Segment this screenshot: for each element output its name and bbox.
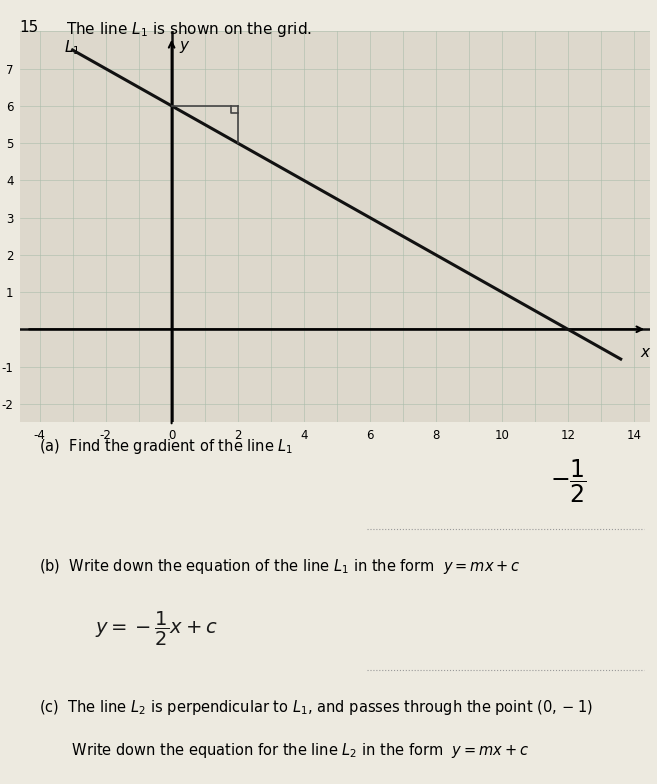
Text: $L_1$: $L_1$ — [64, 38, 81, 57]
Text: $y = -\dfrac{1}{2}x + c$: $y = -\dfrac{1}{2}x + c$ — [95, 610, 218, 648]
Text: $y$: $y$ — [179, 39, 191, 55]
Text: Write down the equation for the line $L_2$ in the form  $y = mx + c$: Write down the equation for the line $L_… — [39, 741, 529, 760]
Text: (b)  Write down the equation of the line $L_1$ in the form  $y = mx + c$: (b) Write down the equation of the line … — [39, 557, 520, 575]
Text: $-\dfrac{1}{2}$: $-\dfrac{1}{2}$ — [550, 458, 587, 505]
Text: (a)  Find the gradient of the line $L_1$: (a) Find the gradient of the line $L_1$ — [39, 437, 293, 456]
Text: $x$: $x$ — [640, 345, 651, 360]
Text: (c)  The line $L_2$ is perpendicular to $L_1$, and passes through the point $(0,: (c) The line $L_2$ is perpendicular to $… — [39, 699, 593, 717]
Text: 15: 15 — [20, 20, 39, 34]
Text: The line $L_1$ is shown on the grid.: The line $L_1$ is shown on the grid. — [66, 20, 311, 38]
